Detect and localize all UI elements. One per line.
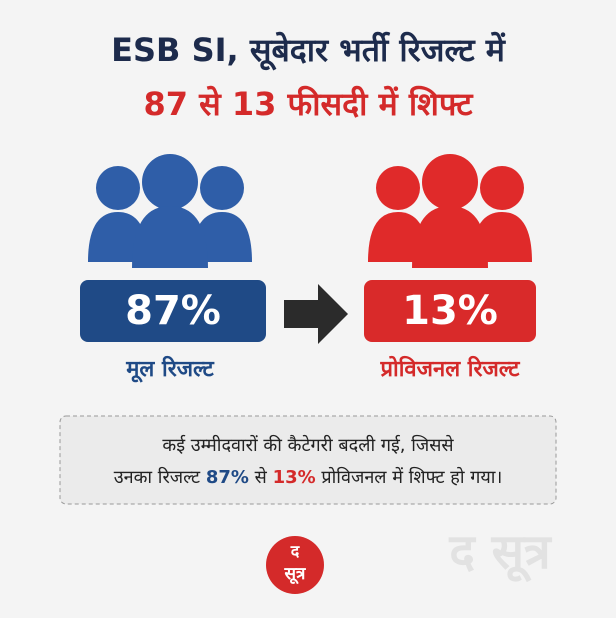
- value-box: [364, 280, 536, 342]
- note-text: से: [255, 466, 268, 488]
- value-text: 13%: [402, 288, 498, 334]
- label: प्रोविजनल रिजल्ट: [380, 355, 521, 382]
- watermark: द सूत्र: [448, 524, 552, 583]
- value-text: 87%: [125, 288, 221, 334]
- note-box: [59, 415, 557, 505]
- title-line: ESB SI, सूबेदार भर्ती रिजल्ट में: [111, 31, 507, 71]
- note-value: 87%: [206, 467, 249, 488]
- people-icon: [88, 154, 252, 268]
- value-box: [80, 280, 266, 342]
- note-text: प्रोविजनल में शिफ्ट हो गया।: [321, 466, 502, 488]
- title-line: 87 से 13 फीसदी में शिफ्ट: [143, 85, 474, 123]
- label: मूल रिजल्ट: [125, 355, 214, 383]
- logo: [266, 536, 324, 594]
- logo-text: सूत्र: [284, 564, 306, 585]
- arrow: [284, 284, 348, 344]
- people-icon: [368, 154, 532, 268]
- note-value: 13%: [273, 467, 316, 488]
- note-line: उनका रिजल्ट 87% से 13% प्रोविजनल में शिफ…: [114, 466, 503, 488]
- note-line: कई उम्मीदवारों की कैटेगरी बदली गई, जिससे: [162, 434, 454, 456]
- logo-text: द: [290, 542, 300, 561]
- note-text: उनका रिजल्ट: [114, 466, 201, 488]
